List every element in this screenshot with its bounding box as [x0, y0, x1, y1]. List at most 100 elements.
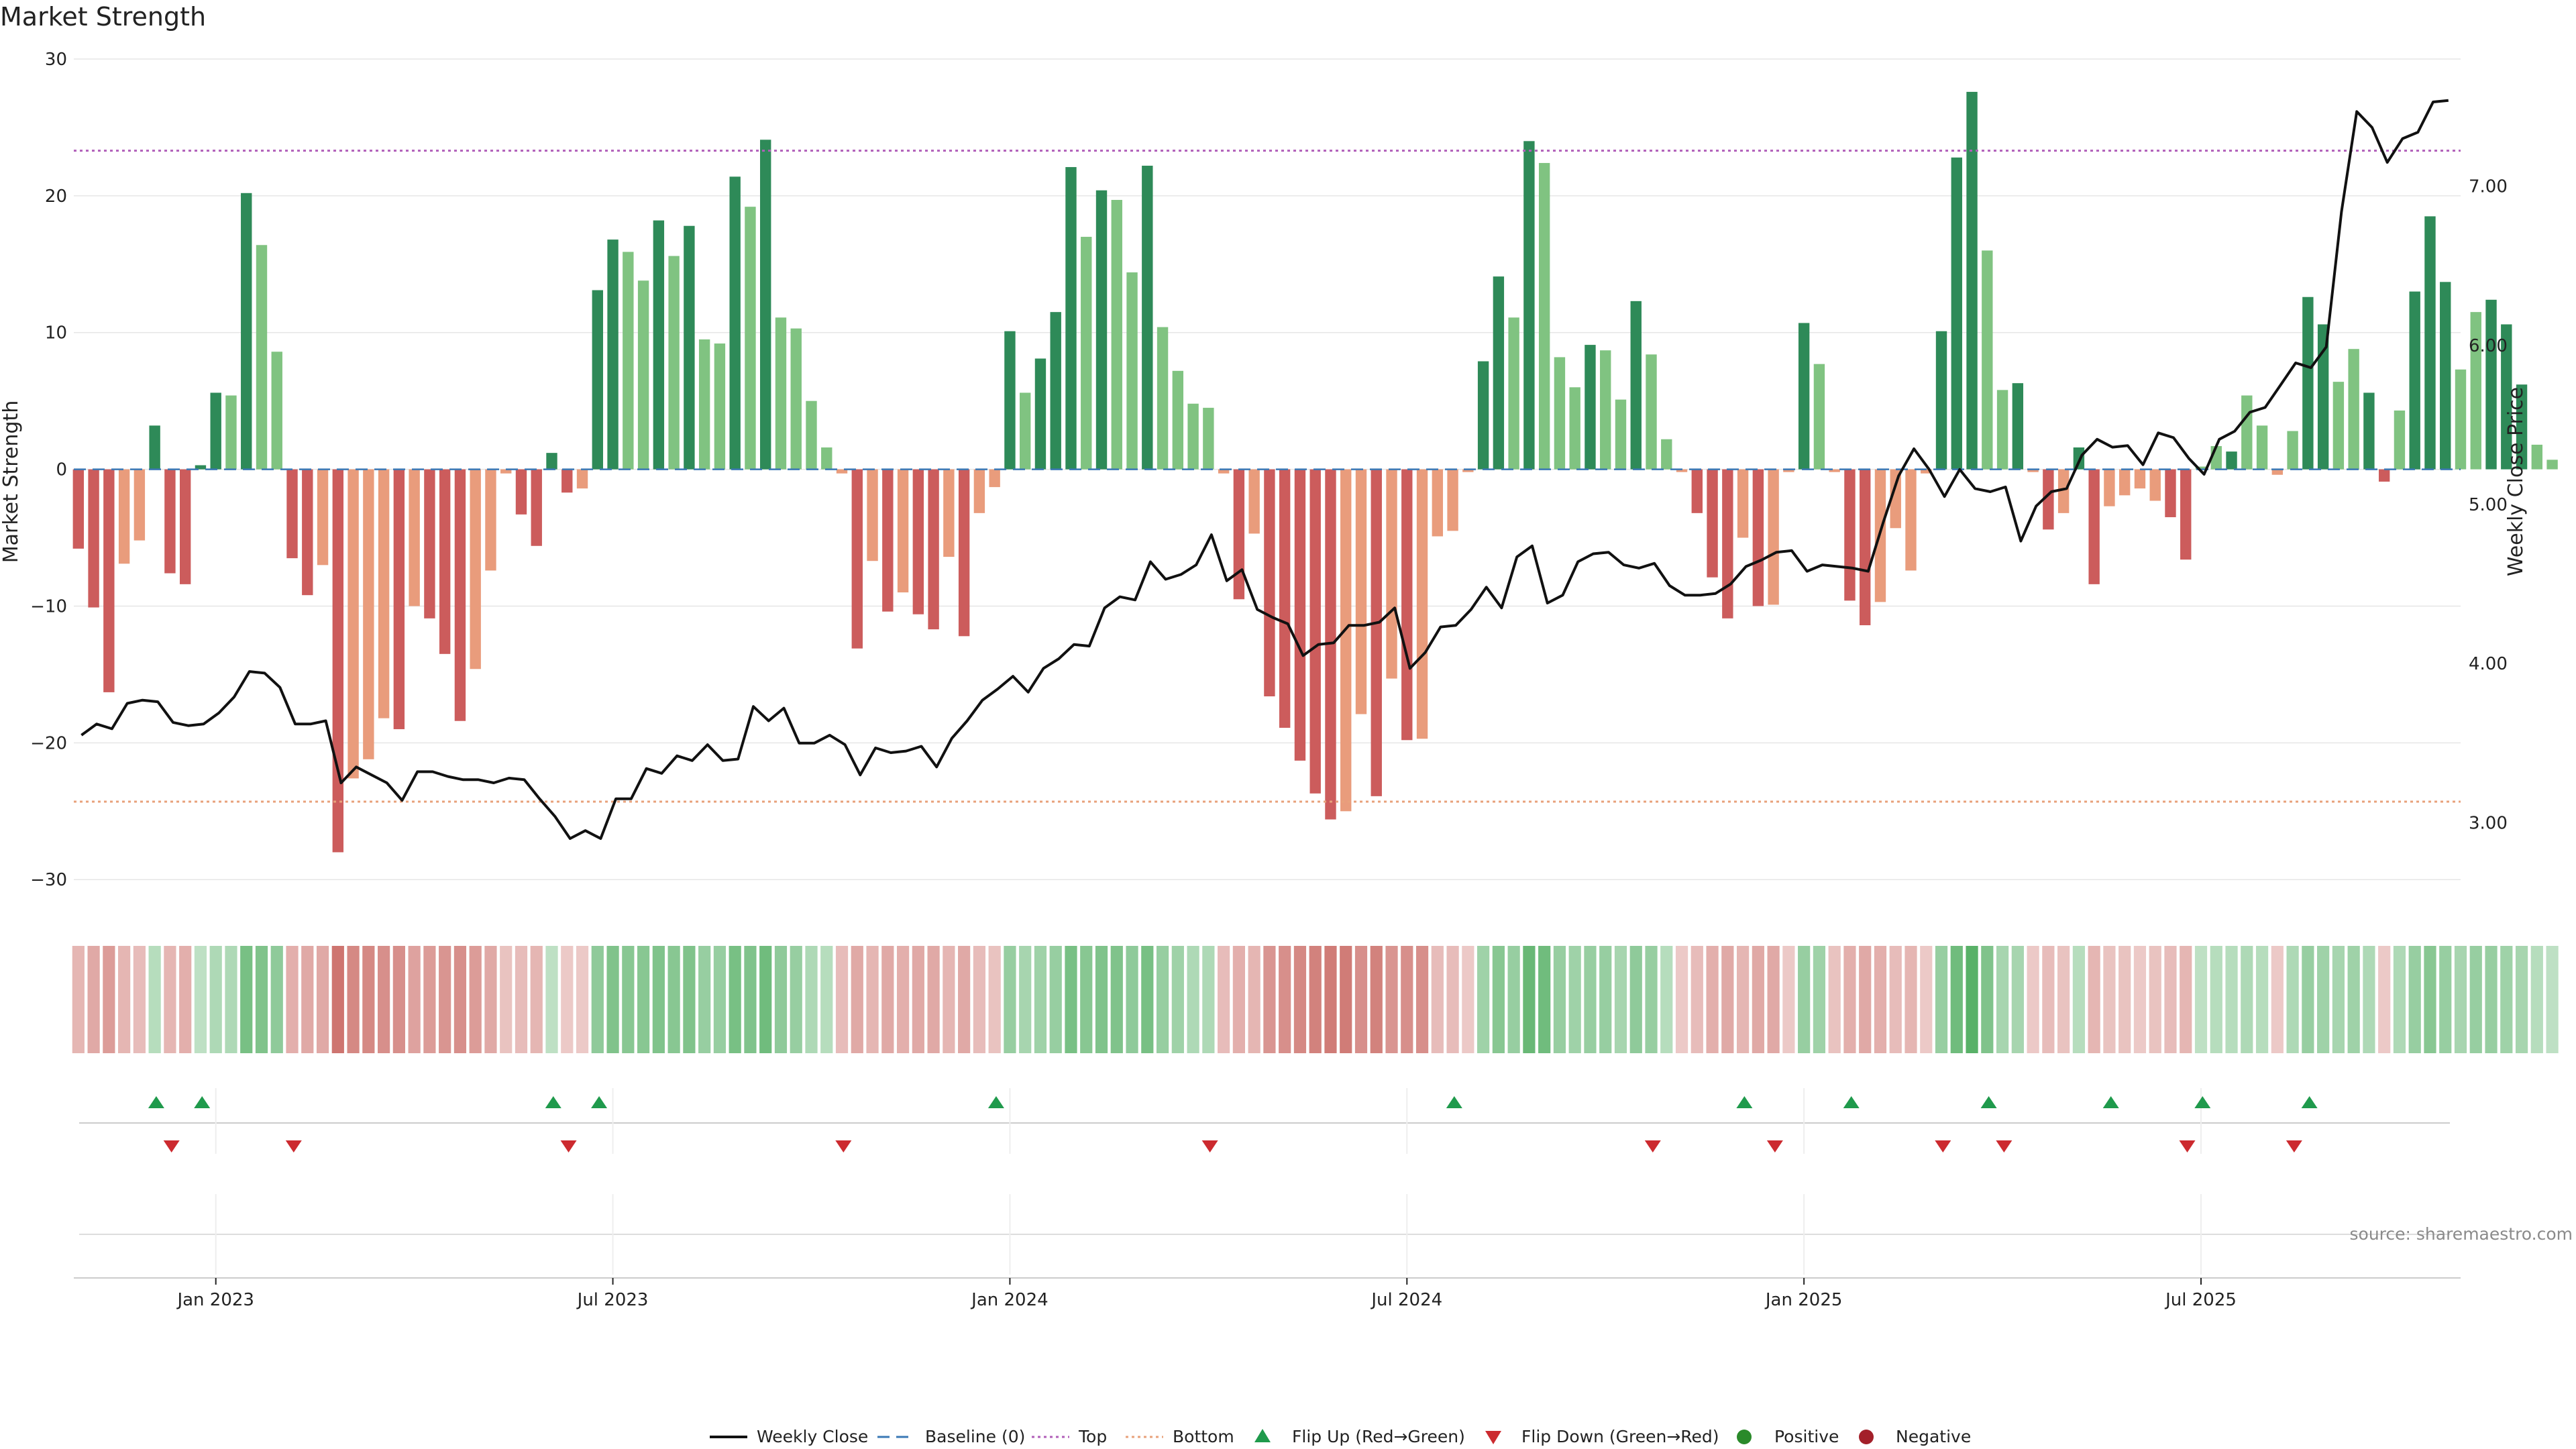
strength-bar [1707, 469, 1718, 578]
heat-cell [118, 946, 131, 1053]
strength-bar [1722, 469, 1733, 619]
heat-cell [194, 946, 207, 1053]
strength-bar [576, 469, 588, 489]
flip-down-marker [1935, 1140, 1951, 1152]
strength-bar [1905, 469, 1917, 571]
heat-cell [1767, 946, 1780, 1053]
chart-title: Market Strength [0, 2, 206, 32]
heat-cell [1049, 946, 1062, 1053]
y-tick-label: 20 [45, 186, 67, 207]
strength-bar [454, 469, 466, 721]
x-tick-label: Jul 2025 [2164, 1290, 2237, 1310]
y2-tick-label: 6.00 [2469, 336, 2508, 356]
strength-bar [1187, 403, 1199, 470]
strength-bar [821, 447, 833, 470]
strength-bar [2165, 469, 2176, 517]
strength-bar [1630, 301, 1642, 470]
heat-cell [240, 946, 253, 1053]
heat-cell [1462, 946, 1474, 1053]
heat-cell [1690, 946, 1703, 1053]
heat-cell [2164, 946, 2177, 1053]
strength-heat-strip [72, 946, 2559, 1053]
heat-cell [774, 946, 788, 1053]
heat-cell [667, 946, 680, 1053]
y2-tick-label: 4.00 [2469, 654, 2508, 674]
legend-swatch-flip-up [1254, 1429, 1271, 1442]
strength-bar [2287, 431, 2298, 470]
strength-bar [1569, 387, 1580, 470]
strength-bar [912, 469, 924, 614]
heat-cell [896, 946, 910, 1053]
strength-bar [1462, 469, 1474, 472]
strength-bar [623, 252, 634, 470]
strength-bar [195, 465, 207, 470]
strength-bar [2057, 469, 2070, 513]
heat-cell [1904, 946, 1917, 1053]
strength-bar [1829, 469, 1840, 472]
strength-bar [729, 176, 741, 470]
flip-down-marker [285, 1140, 302, 1152]
strength-bar [698, 339, 710, 470]
x-tick-label: Jan 2023 [176, 1290, 254, 1310]
strength-bar [2149, 469, 2161, 501]
heat-cell [1614, 946, 1627, 1053]
strength-bar [2378, 469, 2390, 482]
strength-bar [1309, 469, 1321, 794]
strength-bar [2226, 451, 2237, 470]
strength-bar [2409, 291, 2420, 470]
strength-bar [1508, 317, 1519, 470]
strength-bar [790, 328, 802, 470]
strength-bar [1447, 469, 1458, 531]
heat-cell [713, 946, 727, 1053]
heat-cell [820, 946, 833, 1053]
heat-cell [866, 946, 879, 1053]
flip-down-marker [2179, 1140, 2196, 1152]
heat-cell [1706, 946, 1719, 1053]
flip-down-marker [1644, 1140, 1661, 1152]
heat-cell [1736, 946, 1750, 1053]
strength-bar [1264, 469, 1275, 697]
flip-down-marker [1996, 1140, 2012, 1152]
heat-cell [1599, 946, 1612, 1053]
strength-bar [1294, 469, 1306, 761]
heat-cell [2225, 946, 2238, 1053]
strength-bar [668, 256, 680, 470]
strength-bar [1844, 469, 1856, 601]
strength-bar [1142, 166, 1153, 470]
strength-bar [531, 469, 542, 546]
heat-cell [622, 946, 635, 1053]
heat-cell [1019, 946, 1032, 1053]
heat-cell [1981, 946, 1994, 1053]
strength-bar [1493, 276, 1505, 470]
heat-cell [2439, 946, 2452, 1053]
heat-cell [1202, 946, 1215, 1053]
heat-cell [1950, 946, 1963, 1053]
strength-bar [2455, 369, 2467, 470]
heat-cell [1523, 946, 1536, 1053]
strength-bar [2088, 469, 2100, 584]
strength-bar [1523, 141, 1535, 470]
x-tick-label: Jul 2023 [576, 1290, 649, 1310]
heat-cell [2424, 946, 2436, 1053]
heat-cell [2302, 946, 2314, 1053]
strength-bar [317, 469, 329, 566]
heat-cell [1232, 946, 1245, 1053]
heat-cell [2149, 946, 2161, 1053]
heat-cell [744, 946, 757, 1053]
strength-bar [2501, 324, 2512, 470]
strength-bar [637, 280, 649, 470]
strength-bar [1554, 357, 1566, 470]
heat-cell [1752, 946, 1764, 1053]
strength-bar [1279, 469, 1291, 728]
strength-bar [1004, 331, 1016, 470]
strength-bar [1691, 469, 1703, 513]
heat-cell [2485, 946, 2498, 1053]
flip-up-marker [1980, 1096, 1997, 1108]
strength-bar [2531, 444, 2543, 470]
strength-bar [286, 469, 298, 559]
heat-cell [1385, 946, 1398, 1053]
flip-up-marker [2301, 1096, 2318, 1108]
heat-cell [408, 946, 421, 1053]
heat-cell [164, 946, 176, 1053]
